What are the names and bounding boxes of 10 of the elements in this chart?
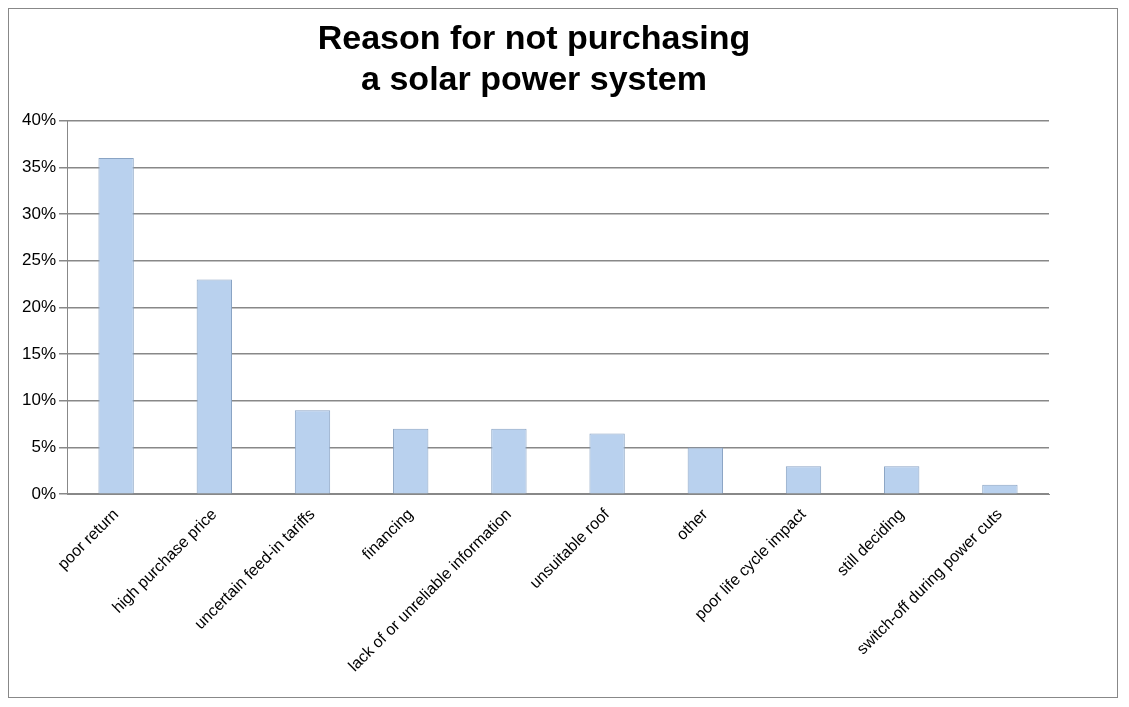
y-tick-label: 25%: [21, 250, 57, 270]
y-tick-label: 10%: [21, 390, 57, 410]
chart-title: Reason for not purchasing a solar power system: [317, 17, 751, 97]
y-tick-label: 5%: [31, 437, 57, 457]
y-tick-label: 30%: [21, 203, 57, 223]
y-tick-label: 15%: [21, 343, 57, 363]
y-tick-label: 40%: [21, 110, 57, 130]
y-tick-label: 20%: [21, 297, 57, 317]
y-tick-label: 35%: [21, 156, 57, 176]
y-tick-label: 0%: [31, 483, 57, 503]
